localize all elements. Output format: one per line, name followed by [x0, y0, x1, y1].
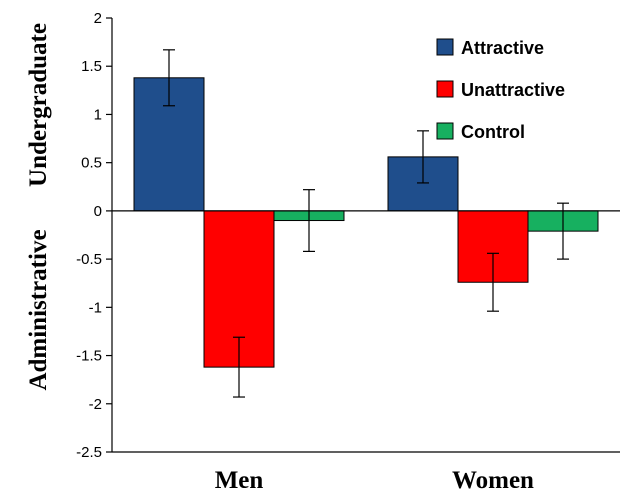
y-tick-label: -0.5 [76, 251, 102, 268]
error-bar-control-men [303, 189, 315, 252]
legend-swatch [436, 38, 454, 56]
y-tick-label: 1.5 [81, 58, 102, 75]
ylabel-bottom: Administrative [25, 229, 52, 390]
legend-item-unattractive: Unattractive [436, 80, 565, 100]
error-bar-control-women [557, 202, 569, 260]
error-bar-attractive-women [417, 130, 429, 184]
legend-item-attractive: Attractive [436, 38, 544, 58]
legend-label: Control [461, 122, 525, 142]
y-tick-label: -1.5 [76, 348, 102, 365]
category-label-men: Men [215, 467, 264, 493]
error-bar-unattractive-men [233, 336, 245, 398]
y-tick-label: 0.5 [81, 155, 102, 172]
legend-item-control: Control [436, 122, 525, 142]
y-tick-label: -1 [89, 299, 102, 316]
ylabel-top: Undergraduate [25, 23, 52, 187]
legend-label: Attractive [461, 38, 544, 58]
category-label-women: Women [452, 467, 534, 493]
legend-label: Unattractive [461, 80, 565, 100]
y-tick-label: -2.5 [76, 444, 102, 461]
error-bar-unattractive-women [487, 252, 499, 312]
y-tick-label: 0 [94, 203, 102, 220]
y-tick-label: 2 [94, 10, 102, 27]
legend-swatch [436, 80, 454, 98]
y-tick-label: -2 [89, 396, 102, 413]
error-bar-attractive-men [163, 49, 175, 107]
y-tick-label: 1 [94, 106, 102, 123]
legend-swatch [436, 122, 454, 140]
